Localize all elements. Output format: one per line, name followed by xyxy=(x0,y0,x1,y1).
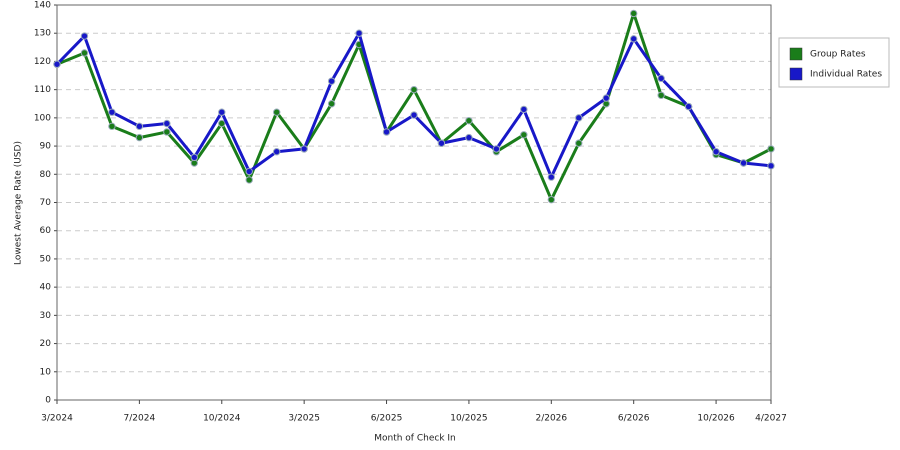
data-point xyxy=(135,133,144,142)
data-point xyxy=(163,119,171,128)
x-tick-label: 10/2026 xyxy=(697,414,735,424)
y-tick-label: 120 xyxy=(34,57,51,67)
series-line xyxy=(55,31,772,179)
legend-label: Group Rates xyxy=(810,50,866,60)
data-point xyxy=(108,122,116,131)
data-point xyxy=(465,133,473,142)
data-point xyxy=(465,116,473,125)
data-point xyxy=(657,74,665,83)
data-point xyxy=(135,122,144,131)
data-point xyxy=(520,131,528,139)
data-point xyxy=(547,195,556,204)
x-tick-label: 6/2026 xyxy=(618,414,650,424)
data-point xyxy=(245,167,253,176)
data-point xyxy=(108,108,116,116)
data-point xyxy=(657,91,665,99)
x-tick-label: 7/2024 xyxy=(124,414,156,424)
y-tick-label: 60 xyxy=(40,226,52,236)
x-tick-label: 10/2025 xyxy=(450,414,487,424)
data-point xyxy=(190,153,199,162)
data-point xyxy=(163,128,171,136)
x-tick-label: 3/2025 xyxy=(288,414,320,424)
data-point xyxy=(245,176,253,184)
y-tick-label: 80 xyxy=(40,170,52,180)
data-point xyxy=(218,119,226,128)
x-tick-label: 4/2027 xyxy=(755,414,787,424)
data-point xyxy=(575,139,583,147)
data-point xyxy=(327,77,336,85)
y-tick-label: 100 xyxy=(34,113,51,123)
y-tick-label: 10 xyxy=(40,367,52,377)
y-axis-label: Lowest Average Rate (USD) xyxy=(14,141,24,265)
data-point xyxy=(629,9,638,18)
data-point xyxy=(382,128,391,136)
y-tick-label: 40 xyxy=(40,283,52,293)
data-point xyxy=(355,29,363,37)
data-point xyxy=(410,85,418,94)
y-tick-label: 50 xyxy=(40,254,52,264)
data-point xyxy=(712,148,720,156)
data-point xyxy=(327,100,336,108)
y-tick-label: 90 xyxy=(40,142,52,152)
x-tick-label: 2/2026 xyxy=(535,414,567,424)
series-line xyxy=(56,11,772,202)
data-point xyxy=(767,145,775,153)
data-point xyxy=(437,139,446,147)
data-point xyxy=(218,108,226,116)
data-point xyxy=(300,145,308,153)
data-point xyxy=(602,94,610,102)
data-point xyxy=(739,159,748,167)
x-tick-label: 3/2024 xyxy=(41,414,73,424)
data-point xyxy=(767,162,775,170)
legend-swatch xyxy=(789,47,803,61)
data-point xyxy=(272,108,281,116)
x-axis-label: Month of Check In xyxy=(374,434,456,444)
data-point xyxy=(272,148,281,156)
data-point xyxy=(410,111,418,119)
data-point xyxy=(684,102,693,111)
data-point xyxy=(80,49,89,57)
data-point xyxy=(492,145,501,153)
y-tick-label: 140 xyxy=(34,1,51,11)
x-tick-label: 10/2024 xyxy=(203,414,241,424)
y-tick-label: 0 xyxy=(45,396,51,406)
y-tick-label: 110 xyxy=(34,85,51,95)
data-point xyxy=(520,105,528,114)
data-point xyxy=(53,60,61,68)
data-point xyxy=(629,35,638,43)
legend-swatch xyxy=(789,67,803,81)
plot-frame xyxy=(56,4,772,401)
data-point xyxy=(547,173,556,181)
data-point xyxy=(80,32,89,40)
y-tick-label: 30 xyxy=(40,311,52,321)
y-tick-label: 20 xyxy=(40,339,52,349)
y-tick-label: 70 xyxy=(40,198,52,208)
x-tick-label: 6/2025 xyxy=(371,414,403,424)
data-point xyxy=(575,114,583,122)
legend-label: Individual Rates xyxy=(810,70,882,80)
y-tick-label: 130 xyxy=(34,29,51,39)
